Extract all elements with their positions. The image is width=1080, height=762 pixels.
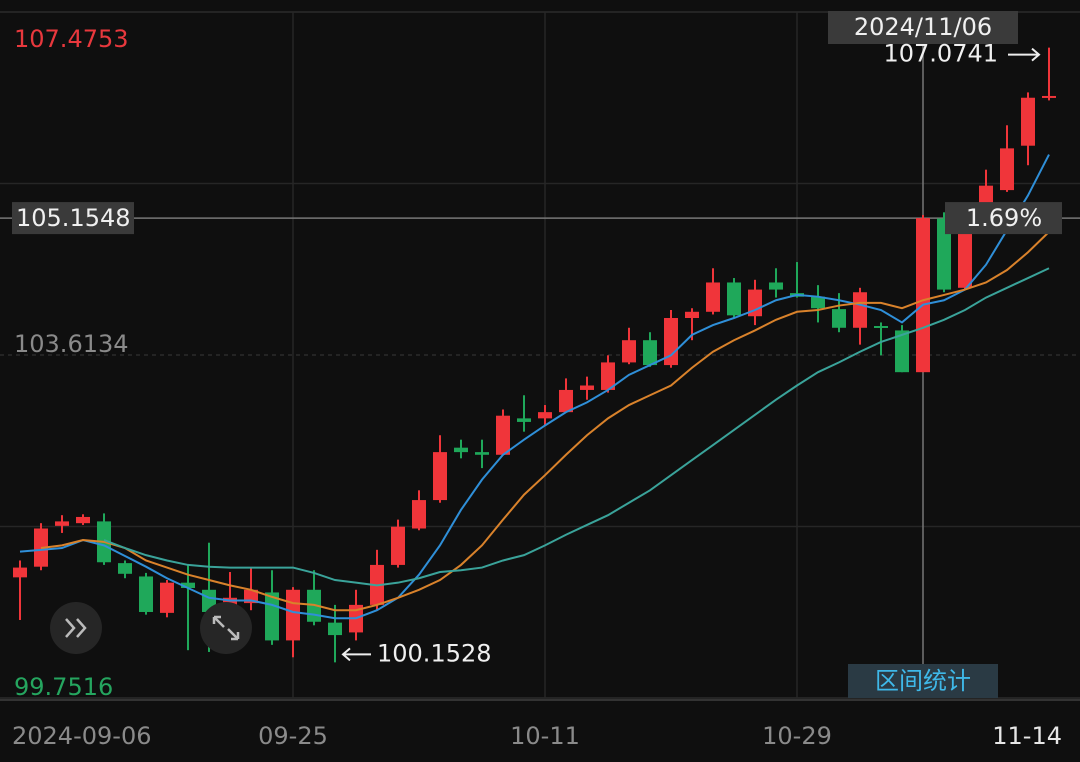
x-tick-label: 09-25 bbox=[258, 722, 328, 750]
button-label[interactable]: 区间统计 bbox=[875, 667, 971, 695]
crosshair-date-box bbox=[828, 11, 1018, 44]
candle-body bbox=[454, 447, 468, 453]
candle-body bbox=[412, 500, 426, 529]
candle-body bbox=[727, 282, 741, 316]
candle-body bbox=[664, 318, 678, 366]
candle-body bbox=[181, 582, 195, 589]
candle-body bbox=[433, 452, 447, 501]
candle-body bbox=[601, 362, 615, 390]
y-tick-label: 103.6134 bbox=[14, 330, 129, 358]
candle-body bbox=[13, 567, 27, 578]
x-tick-label: 10-11 bbox=[510, 722, 580, 750]
button-circle[interactable] bbox=[50, 602, 102, 654]
crosshair-price-box bbox=[12, 202, 134, 235]
min-arrow-head bbox=[341, 647, 351, 662]
candle-body bbox=[958, 230, 972, 288]
candle-body bbox=[265, 592, 279, 641]
candle-body bbox=[139, 576, 153, 612]
x-tick-label: 11-14 bbox=[992, 722, 1062, 750]
candle-body bbox=[538, 412, 552, 419]
candle-body bbox=[517, 418, 531, 422]
candle-body bbox=[559, 389, 573, 413]
candle-body bbox=[916, 218, 930, 373]
candle-body bbox=[622, 340, 636, 363]
fullscreen-button[interactable] bbox=[200, 602, 252, 654]
candle-body bbox=[76, 516, 90, 524]
min-label: 100.1528 bbox=[377, 639, 492, 667]
button-bg[interactable] bbox=[848, 664, 998, 698]
max-arrow-head bbox=[1031, 47, 1041, 62]
moving-average-line bbox=[40, 231, 1050, 612]
crosshair-change-box bbox=[945, 202, 1062, 235]
plot bbox=[0, 11, 1080, 699]
candle-body bbox=[475, 452, 489, 455]
candle-body bbox=[118, 563, 132, 574]
candle-body bbox=[748, 289, 762, 317]
x-tick-label: 2024-09-06 bbox=[12, 722, 151, 750]
crosshair-price: 105.1548 bbox=[16, 204, 131, 232]
candle-body bbox=[643, 340, 657, 366]
candle-body bbox=[853, 292, 867, 328]
candle-body bbox=[496, 415, 510, 455]
fullscreen-icon[interactable] bbox=[212, 615, 240, 641]
candle-body bbox=[937, 218, 951, 290]
expand-button[interactable] bbox=[50, 602, 102, 654]
x-tick-label: 10-29 bbox=[762, 722, 832, 750]
moving-average-line bbox=[19, 154, 1050, 620]
candle-body bbox=[874, 325, 888, 328]
candle-body bbox=[286, 589, 300, 641]
candle-body bbox=[769, 282, 783, 290]
candle-body bbox=[1021, 97, 1035, 146]
crosshair-change: 1.69% bbox=[966, 204, 1042, 232]
candle-body bbox=[706, 282, 720, 312]
candle-body bbox=[55, 521, 69, 526]
candle-body bbox=[160, 582, 174, 613]
candle-body bbox=[580, 385, 594, 390]
moving-average-line bbox=[103, 267, 1050, 587]
max-label: 107.0741 bbox=[883, 40, 998, 68]
candle-body bbox=[1000, 148, 1014, 191]
candle-body bbox=[1042, 95, 1056, 98]
y-tick-label: 99.7516 bbox=[14, 673, 113, 701]
button-circle[interactable] bbox=[200, 602, 252, 654]
y-tick-label: 107.4753 bbox=[14, 25, 129, 53]
candle-body bbox=[832, 309, 846, 328]
candle-body bbox=[685, 311, 699, 319]
candle-body bbox=[895, 330, 909, 373]
chevron-icon[interactable] bbox=[65, 618, 87, 638]
candle-body bbox=[811, 296, 825, 309]
range-stats-button[interactable]: 区间统计 bbox=[848, 664, 998, 698]
candle-body bbox=[328, 622, 342, 636]
candle-body bbox=[391, 526, 405, 565]
crosshair-date: 2024/11/06 bbox=[854, 13, 992, 41]
